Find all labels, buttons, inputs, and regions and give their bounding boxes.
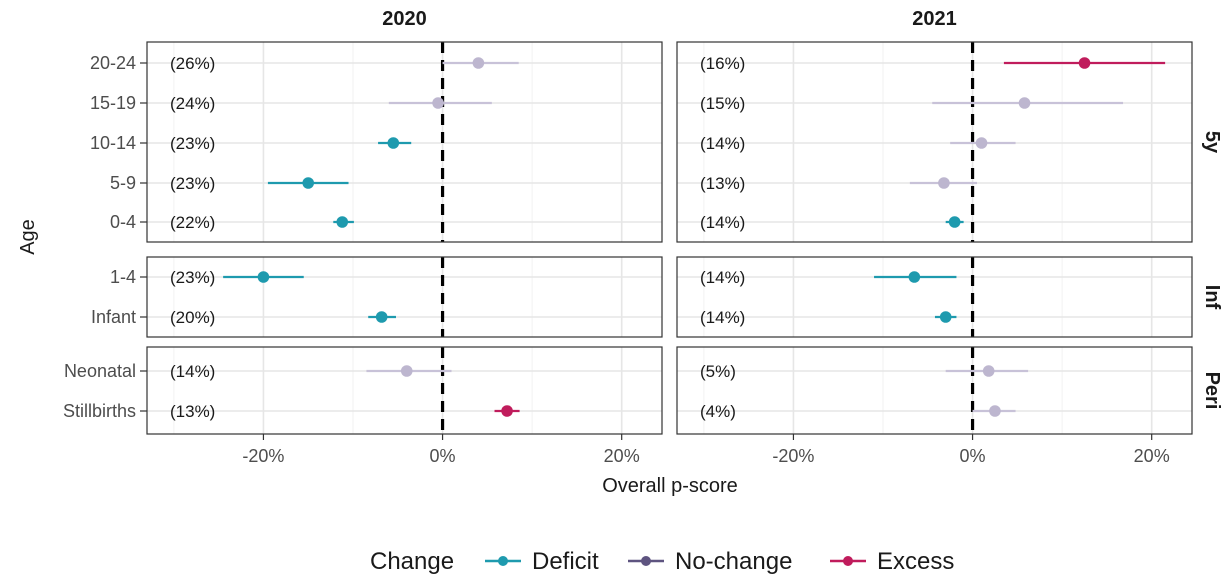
y-tick-label: Infant	[91, 307, 136, 327]
y-tick-label: Stillbirths	[63, 401, 136, 421]
panel-background	[147, 347, 662, 434]
legend-title: Change	[370, 548, 454, 575]
point-Neonatal	[401, 365, 413, 377]
share-label: (14%)	[700, 268, 745, 287]
point-20-24	[473, 57, 485, 69]
share-label: (13%)	[700, 174, 745, 193]
x-tick-label: 20%	[604, 446, 640, 466]
x-axis: -20% 0% 20% -20% 0% 20%	[242, 434, 1169, 466]
point-Neonatal	[983, 365, 995, 377]
legend-key-point	[843, 556, 853, 566]
x-tick-label: -20%	[242, 446, 284, 466]
share-label: (23%)	[170, 268, 215, 287]
column-title-2020: 2020	[382, 8, 427, 30]
point-10-14	[388, 137, 400, 149]
point-5-9	[302, 177, 314, 189]
share-label: (5%)	[700, 362, 736, 381]
point-0-4	[336, 216, 348, 228]
panel-2020-5y: (26%) (24%) (23%) (23%) (22%)	[147, 42, 662, 242]
y-tick-label: 1-4	[110, 267, 136, 287]
share-label: (22%)	[170, 213, 215, 232]
panel-2020-Peri: (14%) (13%)	[147, 347, 662, 434]
share-label: (26%)	[170, 54, 215, 73]
y-tick-label: 20-24	[90, 53, 136, 73]
row-strip-5y: 5y	[1201, 131, 1223, 154]
point-20-24	[1079, 57, 1091, 69]
legend-label: Deficit	[532, 548, 599, 575]
point-0-4	[949, 216, 961, 228]
legend-key-point	[498, 556, 508, 566]
panel-background	[677, 347, 1192, 434]
share-label: (14%)	[700, 213, 745, 232]
y-axis: 20-24 15-19 10-14 5-9 0-4 1-4 Infant Neonatal St…	[63, 53, 147, 421]
share-label: (16%)	[700, 54, 745, 73]
panel-2020-Inf: (23%) (20%)	[147, 257, 662, 337]
share-label: (4%)	[700, 402, 736, 421]
share-label: (23%)	[170, 134, 215, 153]
legend-entry-No-change: No-change	[628, 548, 792, 575]
x-tick-label: 0%	[960, 446, 986, 466]
x-tick-label: 0%	[430, 446, 456, 466]
legend-label: Excess	[877, 548, 954, 575]
y-tick-label: 0-4	[110, 212, 136, 232]
panel-2021-Peri: (5%) (4%)	[677, 347, 1192, 434]
panel-background	[677, 257, 1192, 337]
share-label: (24%)	[170, 94, 215, 113]
point-Stillbirths	[501, 405, 513, 417]
legend-label: No-change	[675, 548, 792, 575]
x-axis-title: Overall p-score	[602, 475, 738, 497]
share-label: (14%)	[170, 362, 215, 381]
share-label: (15%)	[700, 94, 745, 113]
panel-background	[147, 257, 662, 337]
row-strip-Peri: Peri	[1201, 372, 1223, 410]
point-15-19	[432, 97, 444, 109]
x-tick-label: -20%	[772, 446, 814, 466]
point-Infant	[376, 311, 388, 323]
legend-key-point	[641, 556, 651, 566]
point-1-4	[909, 271, 921, 283]
point-15-19	[1019, 97, 1031, 109]
legend: Change Deficit No-change Excess	[370, 548, 954, 575]
panel-2021-5y: (16%) (15%) (14%) (13%) (14%)	[677, 42, 1192, 242]
share-label: (14%)	[700, 308, 745, 327]
panel-2021-Inf: (14%) (14%)	[677, 257, 1192, 337]
share-label: (13%)	[170, 402, 215, 421]
y-tick-label: 5-9	[110, 173, 136, 193]
x-tick-label: 20%	[1134, 446, 1170, 466]
point-1-4	[258, 271, 270, 283]
point-Infant	[940, 311, 952, 323]
panel-background	[677, 42, 1192, 242]
y-axis-title: Age	[17, 219, 39, 255]
point-10-14	[976, 137, 988, 149]
point-Stillbirths	[989, 405, 1001, 417]
y-tick-label: 15-19	[90, 93, 136, 113]
share-label: (14%)	[700, 134, 745, 153]
legend-entry-Deficit: Deficit	[485, 548, 599, 575]
row-strip-Inf: Inf	[1201, 285, 1223, 310]
legend-entry-Excess: Excess	[830, 548, 954, 575]
column-title-2021: 2021	[912, 8, 957, 30]
share-label: (23%)	[170, 174, 215, 193]
point-5-9	[938, 177, 950, 189]
facet-panels: (26%) (24%) (23%) (23%) (22%) (23%) (20%) (14%)…	[147, 42, 1192, 434]
share-label: (20%)	[170, 308, 215, 327]
y-tick-label: 10-14	[90, 133, 136, 153]
y-tick-label: Neonatal	[64, 361, 136, 381]
